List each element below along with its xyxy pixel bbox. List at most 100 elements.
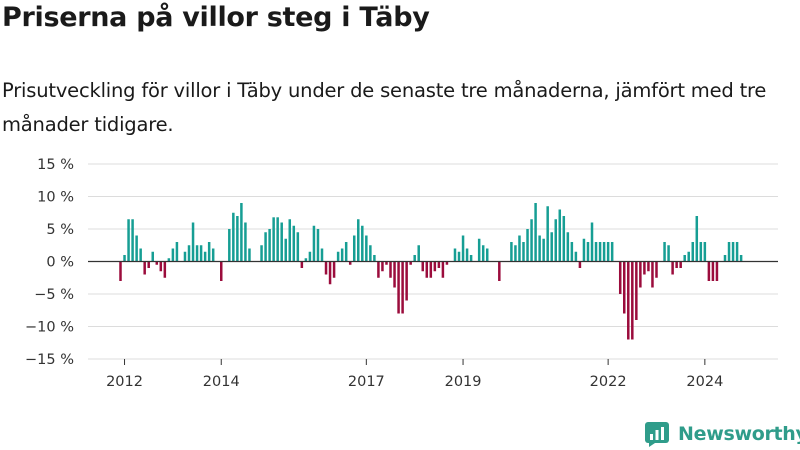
bar	[409, 261, 412, 265]
bar	[518, 235, 521, 262]
bar	[336, 251, 340, 262]
bar	[522, 242, 525, 262]
bar	[159, 261, 163, 272]
bar	[546, 206, 549, 262]
bar	[393, 261, 396, 288]
bar	[445, 261, 449, 265]
bar	[296, 232, 300, 262]
bar	[671, 261, 674, 275]
bar	[369, 245, 372, 262]
bar	[381, 261, 384, 272]
bar	[328, 261, 332, 285]
bar	[413, 255, 416, 262]
bar	[675, 261, 678, 268]
bar	[727, 242, 731, 262]
bar	[183, 251, 187, 262]
bar	[514, 245, 517, 262]
bar	[405, 261, 408, 301]
bar	[288, 219, 292, 262]
bar	[643, 261, 646, 275]
bar	[667, 245, 670, 262]
bar	[320, 248, 324, 262]
bar	[211, 248, 215, 262]
bar	[352, 235, 356, 262]
bar	[481, 245, 485, 262]
bar	[171, 248, 175, 262]
bar	[582, 238, 586, 262]
bar	[167, 258, 171, 262]
bar	[429, 261, 433, 278]
y-tick-label: −10 %	[25, 320, 74, 336]
bar	[699, 242, 703, 262]
bar	[123, 255, 126, 262]
bar	[199, 245, 203, 262]
bar	[558, 209, 562, 262]
bar	[361, 225, 364, 262]
bar	[530, 219, 533, 262]
bar	[691, 242, 695, 262]
bar	[590, 222, 594, 262]
bar	[731, 242, 735, 262]
bar	[276, 217, 279, 262]
bar	[457, 251, 461, 262]
bar	[683, 255, 686, 262]
bar	[268, 229, 271, 262]
y-tick-label: 0 %	[46, 255, 74, 271]
bar	[647, 261, 650, 272]
bar	[236, 216, 239, 262]
bar	[594, 242, 598, 262]
bar	[292, 225, 296, 262]
bar	[465, 248, 469, 262]
bar	[397, 261, 400, 314]
chart-title: Priserna på villor steg i Täby	[2, 2, 430, 33]
bar	[119, 261, 122, 281]
x-tick-label: 2019	[445, 374, 482, 390]
bar	[687, 251, 690, 262]
bar	[739, 255, 743, 262]
newsworthy-logo-icon	[645, 422, 669, 447]
bar	[461, 235, 465, 262]
y-tick-label: −5 %	[34, 287, 74, 303]
bar	[566, 232, 570, 262]
bar	[220, 261, 223, 281]
bar	[655, 261, 658, 278]
bar	[135, 235, 138, 262]
bar	[203, 251, 207, 262]
bar	[578, 261, 582, 268]
bar	[264, 232, 267, 262]
bar	[562, 216, 566, 262]
bar	[143, 261, 146, 275]
bar	[280, 222, 283, 262]
bar	[651, 261, 654, 288]
bar	[421, 261, 424, 272]
x-tick-label: 2017	[348, 374, 385, 390]
bar	[707, 261, 711, 281]
bar	[357, 219, 360, 262]
bar	[284, 238, 287, 262]
bar	[401, 261, 404, 314]
chart-subtitle: Prisutveckling för villor i Täby under d…	[2, 79, 767, 136]
bar	[377, 261, 380, 278]
bar	[598, 242, 602, 262]
bar	[272, 217, 275, 262]
bar	[538, 235, 541, 262]
bar	[389, 261, 392, 278]
bar	[711, 261, 715, 281]
bar	[308, 251, 312, 262]
bar	[300, 261, 304, 268]
bar	[417, 245, 420, 262]
bar	[385, 261, 388, 265]
bar	[703, 242, 707, 262]
bar	[554, 219, 557, 262]
bar	[570, 242, 574, 262]
bar	[316, 229, 320, 262]
bar	[602, 242, 606, 262]
bar	[248, 248, 251, 262]
bar	[324, 261, 328, 275]
newsworthy-logo: Newsworthy	[644, 419, 800, 449]
y-tick-label: 5 %	[46, 222, 74, 238]
bar	[723, 255, 727, 262]
bar	[485, 248, 489, 262]
last-value-label: 1 %	[725, 0, 754, 4]
